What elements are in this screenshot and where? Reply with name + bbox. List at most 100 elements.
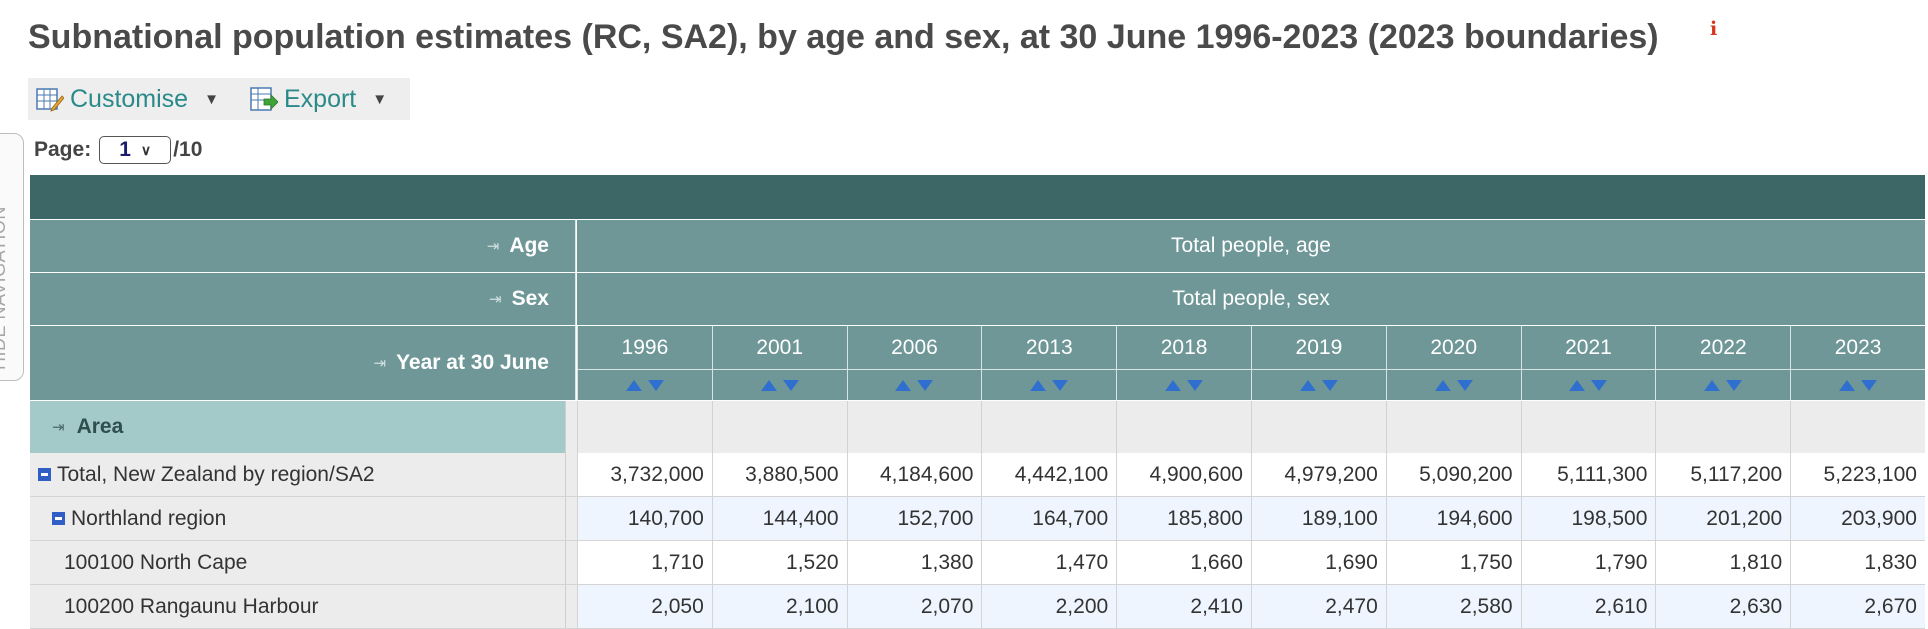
collapse-icon[interactable]: [38, 468, 51, 481]
sort-controls: [981, 369, 1117, 400]
sort-descending-icon[interactable]: [1726, 379, 1743, 391]
sort-descending-icon[interactable]: [917, 379, 934, 391]
collapse-icon[interactable]: [52, 512, 65, 525]
sort-ascending-icon[interactable]: [1434, 379, 1451, 391]
pin-icon: ⇥: [486, 238, 500, 255]
row-label[interactable]: Northland region: [30, 497, 565, 540]
sort-controls: [1251, 369, 1386, 400]
table-cell: 140,700: [577, 497, 712, 540]
sort-descending-icon[interactable]: [1187, 379, 1204, 391]
table-cell: 1,380: [846, 541, 982, 584]
area-header-cell: [1790, 401, 1925, 453]
table-cell: 189,100: [1251, 497, 1386, 540]
export-label: Export: [284, 84, 357, 113]
page-title: Subnational population estimates (RC, SA…: [28, 18, 1659, 56]
table-cell: 1,750: [1385, 541, 1521, 584]
sort-descending-icon[interactable]: [782, 379, 799, 391]
table-cell: 5,223,100: [1790, 453, 1925, 496]
sort-controls: [1655, 369, 1791, 400]
sort-descending-icon[interactable]: [647, 379, 664, 391]
table-row: 100100 North Cape 1,710 1,520 1,380 1,470 1,6…: [30, 541, 1925, 585]
table-cell: 5,111,300: [1520, 453, 1656, 496]
sort-controls: [1385, 369, 1521, 400]
export-button[interactable]: Export ▼: [250, 78, 387, 120]
info-icon[interactable]: i: [1710, 18, 1718, 40]
sort-descending-icon[interactable]: [1456, 379, 1473, 391]
pin-icon: ⇥: [373, 355, 387, 372]
customise-dropdown-icon: ▼: [204, 90, 219, 108]
row-separator: [565, 585, 577, 628]
table-cell: 4,184,600: [846, 453, 982, 496]
sort-ascending-icon[interactable]: [1299, 379, 1316, 391]
sort-ascending-icon[interactable]: [625, 379, 642, 391]
sex-value: Total people, sex: [577, 273, 1925, 325]
age-dimension-header[interactable]: ⇥ Age: [30, 220, 576, 272]
row-label[interactable]: Total, New Zealand by region/SA2: [30, 453, 565, 496]
sort-ascending-icon[interactable]: [1165, 379, 1182, 391]
sort-descending-icon[interactable]: [1052, 379, 1069, 391]
sort-controls: [577, 369, 712, 400]
table-cell: 4,900,600: [1116, 453, 1251, 496]
chevron-down-icon: ∨: [140, 141, 152, 158]
sort-descending-icon[interactable]: [1591, 379, 1608, 391]
table-cell: 1,710: [577, 541, 712, 584]
sort-ascending-icon[interactable]: [1569, 379, 1586, 391]
sort-ascending-icon[interactable]: [1030, 379, 1047, 391]
sort-ascending-icon[interactable]: [1839, 379, 1856, 391]
hide-navigation-tab[interactable]: HIDE NAVIGATION: [0, 133, 24, 381]
row-label[interactable]: 100200 Rangaunu Harbour: [30, 585, 565, 628]
area-dimension-header[interactable]: ⇥ Area: [30, 401, 565, 453]
year-header-2022: 2022: [1655, 326, 1791, 369]
page-total: /10: [173, 138, 203, 161]
customise-label: Customise: [70, 84, 189, 113]
customise-icon: [36, 86, 65, 112]
table-cell: 152,700: [846, 497, 982, 540]
area-header-cell: [1251, 401, 1386, 453]
table-row: 100200 Rangaunu Harbour 2,050 2,100 2,070 2,…: [30, 585, 1925, 629]
sort-ascending-icon[interactable]: [895, 379, 912, 391]
pager: Page: 1 ∨ /10: [34, 136, 202, 164]
customise-button[interactable]: Customise ▼: [36, 78, 219, 120]
pin-icon: ⇥: [52, 419, 65, 436]
age-header-row: ⇥ Age Total people, age: [30, 220, 1925, 272]
age-label: Age: [509, 234, 549, 257]
table-cell: 1,790: [1520, 541, 1656, 584]
table-cell: 2,410: [1116, 585, 1251, 628]
table-row: Northland region 140,700 144,400 152,700 164…: [30, 497, 1925, 541]
area-label: Area: [76, 415, 124, 438]
page-select[interactable]: 1 ∨: [99, 136, 172, 164]
hide-navigation-label: HIDE NAVIGATION: [0, 206, 9, 370]
sort-descending-icon[interactable]: [1861, 379, 1878, 391]
pin-icon: ⇥: [489, 291, 502, 308]
sex-dimension-header[interactable]: ⇥ Sex: [30, 273, 576, 325]
area-header-cell: [846, 401, 982, 453]
age-value: Total people, age: [577, 220, 1925, 272]
table-row: Total, New Zealand by region/SA2 3,732,00…: [30, 453, 1925, 497]
table-cell: 2,200: [981, 585, 1117, 628]
table-cell: 1,470: [981, 541, 1117, 584]
sex-label: Sex: [511, 287, 549, 310]
table-cell: 2,070: [846, 585, 982, 628]
table-cell: 2,050: [577, 585, 712, 628]
row-label[interactable]: 100100 North Cape: [30, 541, 565, 584]
sort-descending-icon[interactable]: [1321, 379, 1338, 391]
table-top-band: [30, 175, 1925, 220]
table-cell: 2,670: [1790, 585, 1925, 628]
area-header-cell: [577, 401, 712, 453]
row-label-text: 100100 North Cape: [64, 550, 248, 574]
year-label: Year at 30 June: [396, 351, 549, 374]
table-cell: 5,117,200: [1655, 453, 1791, 496]
sort-ascending-icon[interactable]: [1704, 379, 1721, 391]
row-label-text: Northland region: [71, 506, 227, 530]
area-header-cell: [1116, 401, 1251, 453]
sort-controls: [846, 369, 982, 400]
year-header-2020: 2020: [1385, 326, 1521, 369]
export-dropdown-icon: ▼: [372, 90, 388, 108]
sort-controls: [1116, 369, 1251, 400]
table-cell: 4,979,200: [1251, 453, 1386, 496]
sort-ascending-icon[interactable]: [760, 379, 777, 391]
year-header-1996: 1996: [577, 326, 712, 369]
table-cell: 201,200: [1655, 497, 1791, 540]
table-cell: 2,100: [711, 585, 847, 628]
year-dimension-header[interactable]: ⇥ Year at 30 June: [30, 326, 576, 400]
